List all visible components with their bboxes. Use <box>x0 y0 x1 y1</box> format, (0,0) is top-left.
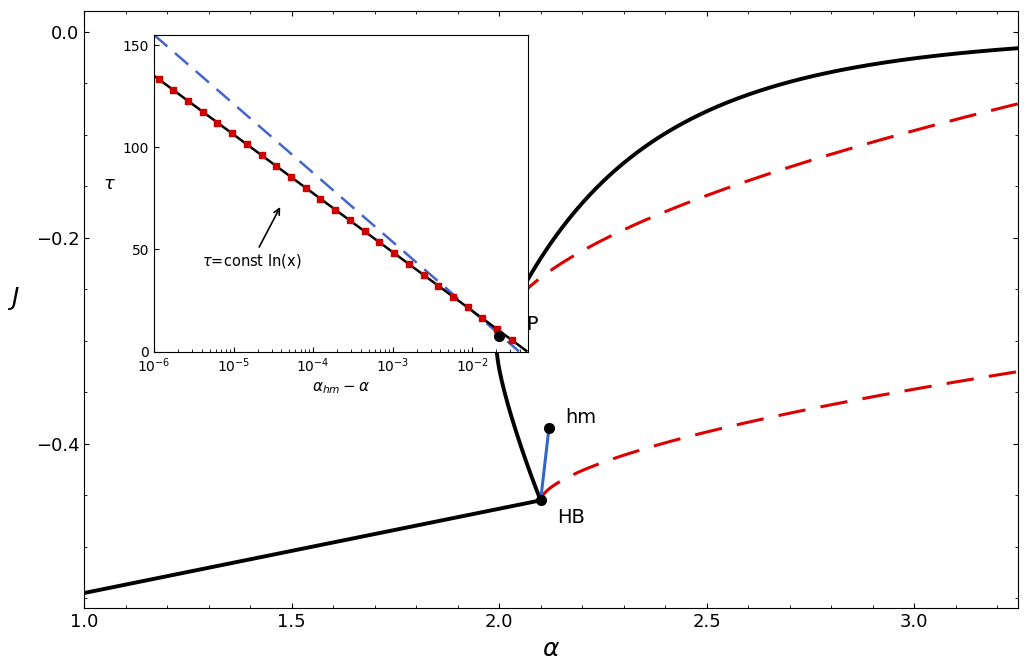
X-axis label: α: α <box>542 637 559 661</box>
Y-axis label: J: J <box>11 286 19 310</box>
Text: LP: LP <box>516 315 538 335</box>
Text: hm: hm <box>566 408 597 427</box>
Text: HB: HB <box>558 508 586 527</box>
